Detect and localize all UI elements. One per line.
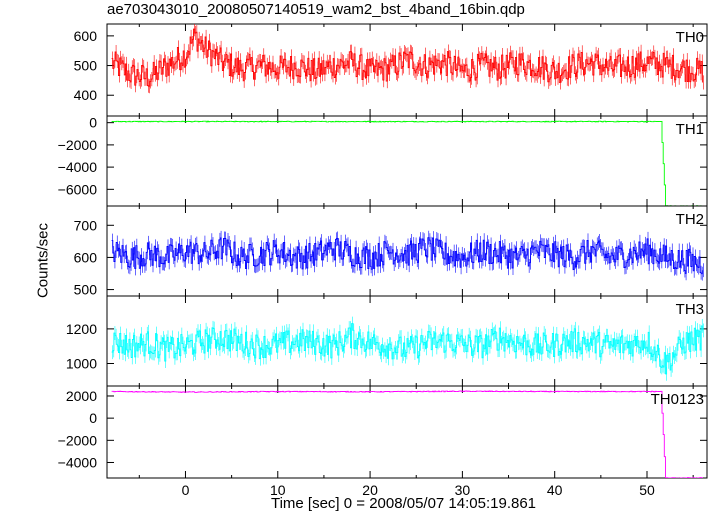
y-tick-label: 400 — [74, 87, 98, 103]
y-tick-label: −6000 — [58, 181, 98, 197]
series-label: TH0123 — [651, 391, 704, 408]
series-line-th1 — [111, 120, 703, 206]
y-tick-label: 0 — [89, 410, 97, 426]
series-label: TH1 — [676, 121, 704, 138]
series-line-th0123 — [111, 390, 703, 478]
y-tick-label: 1000 — [66, 356, 97, 372]
y-tick-label: 1200 — [66, 321, 97, 337]
series-line-th0 — [111, 28, 703, 87]
x-tick-label: 0 — [182, 482, 190, 498]
panel-th0123: −4000 −2000 0 2000 TH0123 — [58, 385, 708, 479]
panel-th0: 400 500 600 TH0 — [74, 23, 708, 117]
series-label: TH2 — [676, 211, 704, 228]
series-label: TH3 — [676, 301, 704, 318]
panel-frame — [106, 385, 708, 479]
y-tick-label: 2000 — [66, 388, 97, 404]
panel-th1: −6000 −4000 −2000 0 TH1 — [58, 115, 708, 207]
series-line-th2 — [111, 237, 703, 275]
x-tick-label: 50 — [639, 482, 655, 498]
y-tick-label: 500 — [74, 282, 98, 298]
y-tick-label: −2000 — [58, 137, 98, 153]
x-tick-label: 30 — [455, 482, 471, 498]
panel-th2: 500 600 700 TH2 — [74, 205, 708, 298]
panel-th3: 1000 1200 TH3 — [66, 295, 708, 387]
y-tick-label: −4000 — [58, 454, 98, 470]
y-axis-label: Counts/sec — [34, 222, 52, 299]
y-tick-label: −2000 — [58, 432, 98, 448]
y-tick-label: −4000 — [58, 159, 98, 175]
panel-frame — [106, 115, 708, 207]
y-tick-label: 500 — [74, 58, 98, 74]
y-tick-label: 600 — [74, 28, 98, 44]
x-tick-label: 40 — [547, 482, 563, 498]
x-axis-label: Time [sec] 0 = 2008/05/07 14:05:19.861 — [270, 495, 537, 512]
x-tick-label: 20 — [362, 482, 378, 498]
series-label: TH0 — [676, 29, 704, 46]
chart-title: ae703043010_20080507140519_wam2_bst_4ban… — [107, 1, 525, 18]
x-tick-label: 10 — [270, 482, 286, 498]
series-line-th3 — [111, 323, 703, 375]
y-tick-label: 600 — [74, 249, 98, 265]
y-tick-label: 0 — [89, 115, 97, 131]
y-tick-label: 700 — [74, 217, 98, 233]
